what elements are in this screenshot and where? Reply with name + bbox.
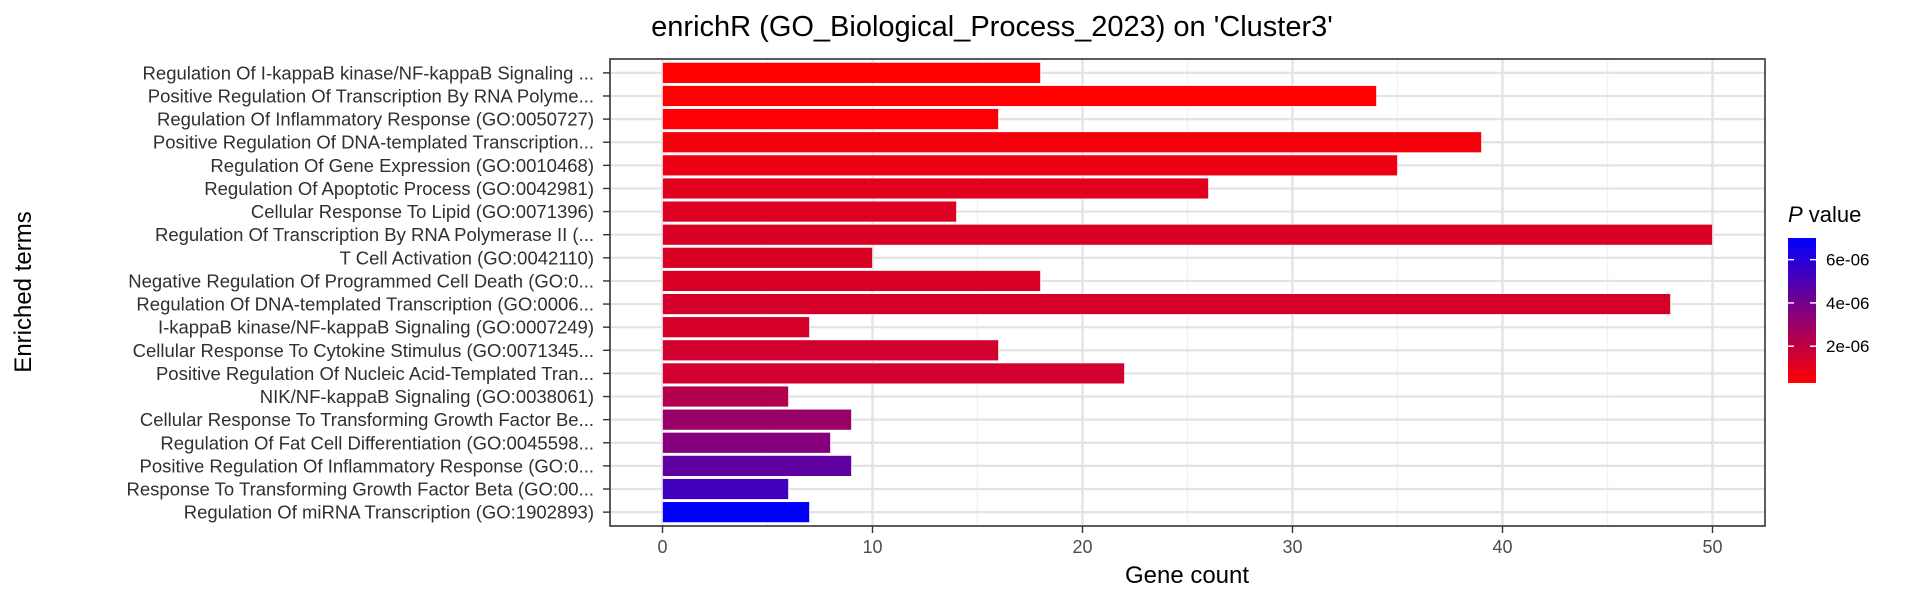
bar: [662, 293, 1671, 315]
y-tick-label: Response To Transforming Growth Factor B…: [127, 479, 595, 500]
y-tick-label: Positive Regulation Of Transcription By …: [148, 85, 594, 106]
y-tick-label: Regulation Of Inflammatory Response (GO:…: [157, 109, 594, 130]
bars: [662, 62, 1713, 523]
legend-title-italic: P: [1788, 202, 1803, 227]
x-tick-labels: 0 10 20 30 40 50: [657, 526, 1723, 557]
y-tick-label: Cellular Response To Transforming Growth…: [140, 409, 594, 430]
bar: [662, 223, 1713, 246]
y-tick-label: Regulation Of Fat Cell Differentiation (…: [160, 432, 594, 453]
bar: [662, 200, 957, 223]
x-tick-label: 50: [1702, 537, 1722, 557]
y-tick-label: Negative Regulation Of Programmed Cell D…: [128, 270, 594, 291]
x-tick-label: 40: [1492, 537, 1512, 557]
x-tick-label: 20: [1072, 537, 1092, 557]
legend-ticks: 2e-06 4e-06 6e-06: [1788, 251, 1869, 356]
bar: [662, 478, 789, 500]
y-tick-label: Regulation Of miRNA Transcription (GO:19…: [184, 502, 594, 523]
y-tick-label: T Cell Activation (GO:0042110): [340, 247, 594, 268]
y-tick-labels: Regulation Of I-kappaB kinase/NF-kappaB …: [127, 62, 610, 523]
y-tick-label: NIK/NF-kappaB Signaling (GO:0038061): [260, 386, 594, 407]
legend-tick-label: 4e-06: [1826, 294, 1869, 313]
y-tick-label: Positive Regulation Of Nucleic Acid-Temp…: [156, 363, 594, 384]
bar: [662, 62, 1041, 84]
chart-title: enrichR (GO_Biological_Process_2023) on …: [651, 11, 1333, 43]
plot-border: [609, 58, 1766, 527]
y-tick-label: Cellular Response To Cytokine Stimulus (…: [133, 340, 594, 361]
y-tick-label: Regulation Of DNA-templated Transcriptio…: [136, 294, 594, 315]
y-tick-label: Regulation Of Gene Expression (GO:001046…: [210, 155, 594, 176]
bar: [662, 85, 1377, 107]
legend-tick-label: 6e-06: [1826, 251, 1869, 270]
y-tick-label: Regulation Of Apoptotic Process (GO:0042…: [204, 178, 594, 199]
bar: [662, 270, 1041, 292]
bar: [662, 108, 999, 130]
legend-colorbar: [1788, 238, 1816, 383]
bar: [662, 177, 1209, 200]
legend-title: P value: [1788, 202, 1861, 227]
x-axis-title: Gene count: [1125, 562, 1249, 589]
x-tick-label: 30: [1282, 537, 1302, 557]
y-tick-label: Positive Regulation Of DNA-templated Tra…: [153, 132, 594, 153]
y-axis-title: Enriched terms: [10, 211, 37, 372]
bar: [662, 501, 810, 523]
bar: [662, 339, 999, 362]
bar: [662, 316, 810, 338]
x-tick-label: 10: [862, 537, 882, 557]
bar: [662, 385, 789, 408]
bar: [662, 432, 831, 454]
color-legend: P value 2e-06 4e-06 6e-06: [1788, 202, 1869, 383]
y-tick-label: Regulation Of I-kappaB kinase/NF-kappaB …: [143, 62, 594, 83]
bar: [662, 154, 1398, 177]
bar: [662, 408, 852, 431]
bar: [662, 247, 873, 269]
y-tick-label: Regulation Of Transcription By RNA Polym…: [155, 224, 594, 245]
x-tick-label: 0: [657, 537, 667, 557]
legend-title-rest: value: [1803, 202, 1862, 227]
y-tick-label: Positive Regulation Of Inflammatory Resp…: [140, 455, 594, 476]
y-tick-label: I-kappaB kinase/NF-kappaB Signaling (GO:…: [158, 317, 594, 338]
y-tick-label: Cellular Response To Lipid (GO:0071396): [251, 201, 594, 222]
bar: [662, 131, 1482, 153]
legend-tick-label: 2e-06: [1826, 337, 1869, 356]
bar: [662, 362, 1125, 385]
bar: [662, 455, 852, 477]
